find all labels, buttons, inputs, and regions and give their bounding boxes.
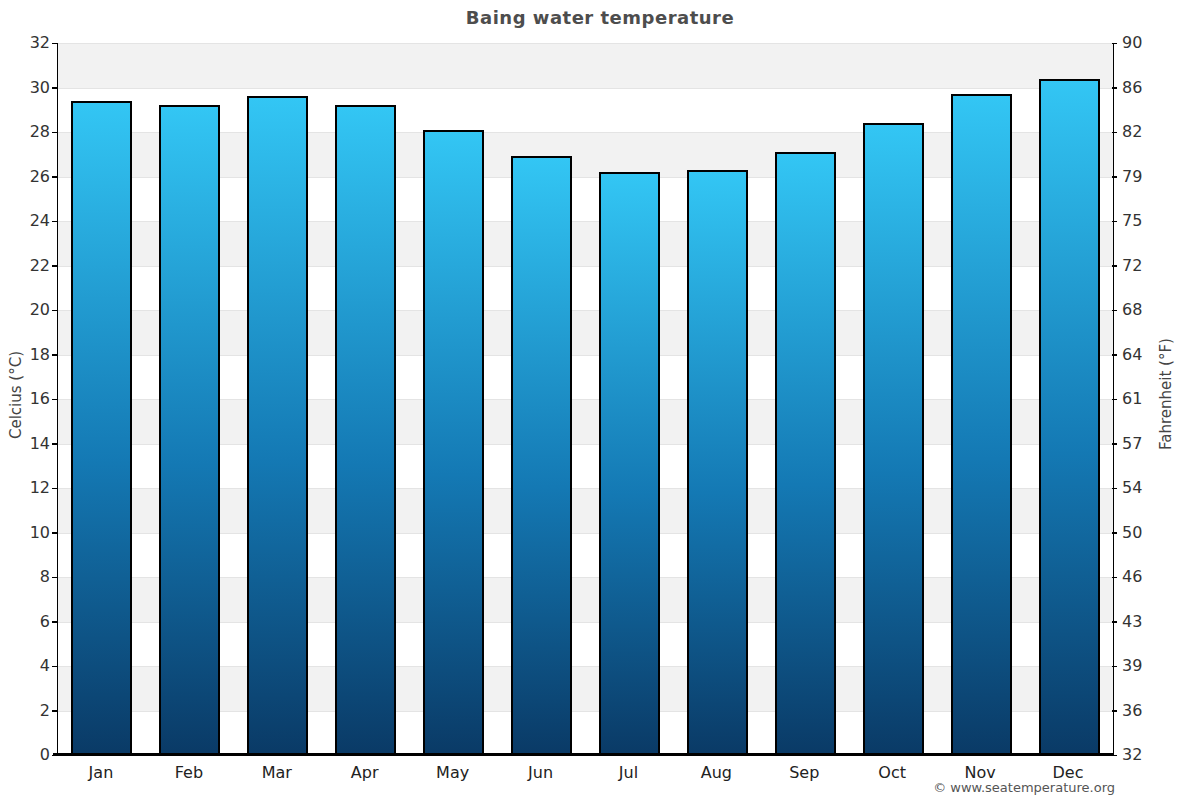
ytick-fahrenheit-54: 54 bbox=[1122, 480, 1142, 496]
ytick-fahrenheit-36: 36 bbox=[1122, 703, 1142, 719]
ytick-celsius-12: 12 bbox=[10, 480, 50, 496]
tick-mark bbox=[52, 577, 57, 579]
bar-nov bbox=[951, 94, 1012, 755]
bar-jul bbox=[599, 172, 660, 755]
tick-mark bbox=[52, 532, 57, 534]
tick-mark bbox=[1112, 221, 1117, 223]
ytick-celsius-20: 20 bbox=[10, 302, 50, 318]
ytick-fahrenheit-75: 75 bbox=[1122, 213, 1142, 229]
tick-mark bbox=[1112, 176, 1117, 178]
ytick-fahrenheit-39: 39 bbox=[1122, 658, 1142, 674]
ytick-celsius-30: 30 bbox=[10, 80, 50, 96]
ytick-fahrenheit-46: 46 bbox=[1122, 569, 1142, 585]
ytick-fahrenheit-72: 72 bbox=[1122, 258, 1142, 274]
bar-feb bbox=[159, 105, 220, 755]
tick-mark bbox=[52, 132, 57, 134]
ytick-fahrenheit-90: 90 bbox=[1122, 35, 1142, 51]
bar-may bbox=[423, 130, 484, 755]
tick-mark bbox=[52, 310, 57, 312]
tick-mark bbox=[1112, 577, 1117, 579]
ytick-celsius-22: 22 bbox=[10, 258, 50, 274]
ytick-fahrenheit-68: 68 bbox=[1122, 302, 1142, 318]
ytick-fahrenheit-64: 64 bbox=[1122, 347, 1142, 363]
ytick-celsius-16: 16 bbox=[10, 391, 50, 407]
ytick-celsius-18: 18 bbox=[10, 347, 50, 363]
tick-mark bbox=[1112, 43, 1117, 45]
tick-mark bbox=[1112, 710, 1117, 712]
tick-mark bbox=[52, 176, 57, 178]
tick-mark bbox=[52, 265, 57, 267]
tick-mark bbox=[1112, 621, 1117, 623]
xtick-mar: Mar bbox=[262, 763, 292, 782]
tick-mark bbox=[1112, 488, 1117, 490]
xtick-jan: Jan bbox=[89, 763, 114, 782]
tick-mark bbox=[52, 399, 57, 401]
tick-mark bbox=[1112, 265, 1117, 267]
ytick-fahrenheit-61: 61 bbox=[1122, 391, 1142, 407]
tick-mark bbox=[1112, 399, 1117, 401]
ytick-celsius-26: 26 bbox=[10, 169, 50, 185]
tick-mark bbox=[1112, 132, 1117, 134]
ytick-fahrenheit-50: 50 bbox=[1122, 525, 1142, 541]
bar-mar bbox=[247, 96, 308, 755]
gridline bbox=[58, 88, 1113, 89]
ytick-celsius-32: 32 bbox=[10, 35, 50, 51]
tick-mark bbox=[52, 87, 57, 89]
tick-mark bbox=[1112, 310, 1117, 312]
bar-jun bbox=[511, 156, 572, 755]
y-axis-label-fahrenheit: Fahrenheit (°F) bbox=[1157, 338, 1175, 450]
tick-mark bbox=[1112, 443, 1117, 445]
x-axis-line bbox=[53, 753, 1113, 756]
tick-mark bbox=[1112, 532, 1117, 534]
ytick-fahrenheit-43: 43 bbox=[1122, 614, 1142, 630]
tick-mark bbox=[52, 354, 57, 356]
tick-mark bbox=[52, 43, 57, 45]
ytick-celsius-2: 2 bbox=[10, 703, 50, 719]
ytick-celsius-0: 0 bbox=[10, 747, 50, 763]
ytick-celsius-14: 14 bbox=[10, 436, 50, 452]
tick-mark bbox=[52, 710, 57, 712]
xtick-oct: Oct bbox=[878, 763, 906, 782]
gridline bbox=[58, 43, 1113, 44]
xtick-aug: Aug bbox=[701, 763, 732, 782]
ytick-fahrenheit-32: 32 bbox=[1122, 747, 1142, 763]
tick-mark bbox=[52, 443, 57, 445]
chart-title: Baing water temperature bbox=[0, 7, 1200, 28]
ytick-celsius-4: 4 bbox=[10, 658, 50, 674]
tick-mark bbox=[1112, 666, 1117, 668]
chart-canvas: Baing water temperature Celcius (°C) Fah… bbox=[0, 0, 1200, 800]
bar-apr bbox=[335, 105, 396, 755]
tick-mark bbox=[52, 621, 57, 623]
tick-mark bbox=[52, 666, 57, 668]
ytick-fahrenheit-86: 86 bbox=[1122, 80, 1142, 96]
xtick-jul: Jul bbox=[619, 763, 638, 782]
ytick-fahrenheit-82: 82 bbox=[1122, 124, 1142, 140]
tick-mark bbox=[52, 488, 57, 490]
tick-mark bbox=[1112, 87, 1117, 89]
xtick-sep: Sep bbox=[789, 763, 819, 782]
bar-sep bbox=[775, 152, 836, 755]
ytick-fahrenheit-57: 57 bbox=[1122, 436, 1142, 452]
plot-area bbox=[57, 43, 1114, 755]
ytick-celsius-6: 6 bbox=[10, 614, 50, 630]
xtick-feb: Feb bbox=[175, 763, 203, 782]
xtick-jun: Jun bbox=[528, 763, 553, 782]
ytick-celsius-28: 28 bbox=[10, 124, 50, 140]
ytick-celsius-8: 8 bbox=[10, 569, 50, 585]
watermark: © www.seatemperature.org bbox=[933, 780, 1115, 795]
xtick-may: May bbox=[436, 763, 469, 782]
ytick-celsius-24: 24 bbox=[10, 213, 50, 229]
bar-dec bbox=[1039, 79, 1100, 755]
grid-band bbox=[58, 43, 1113, 88]
xtick-apr: Apr bbox=[351, 763, 379, 782]
tick-mark bbox=[1112, 354, 1117, 356]
ytick-fahrenheit-79: 79 bbox=[1122, 169, 1142, 185]
bar-jan bbox=[71, 101, 132, 755]
ytick-celsius-10: 10 bbox=[10, 525, 50, 541]
tick-mark bbox=[52, 221, 57, 223]
bar-aug bbox=[687, 170, 748, 755]
bar-oct bbox=[863, 123, 924, 755]
